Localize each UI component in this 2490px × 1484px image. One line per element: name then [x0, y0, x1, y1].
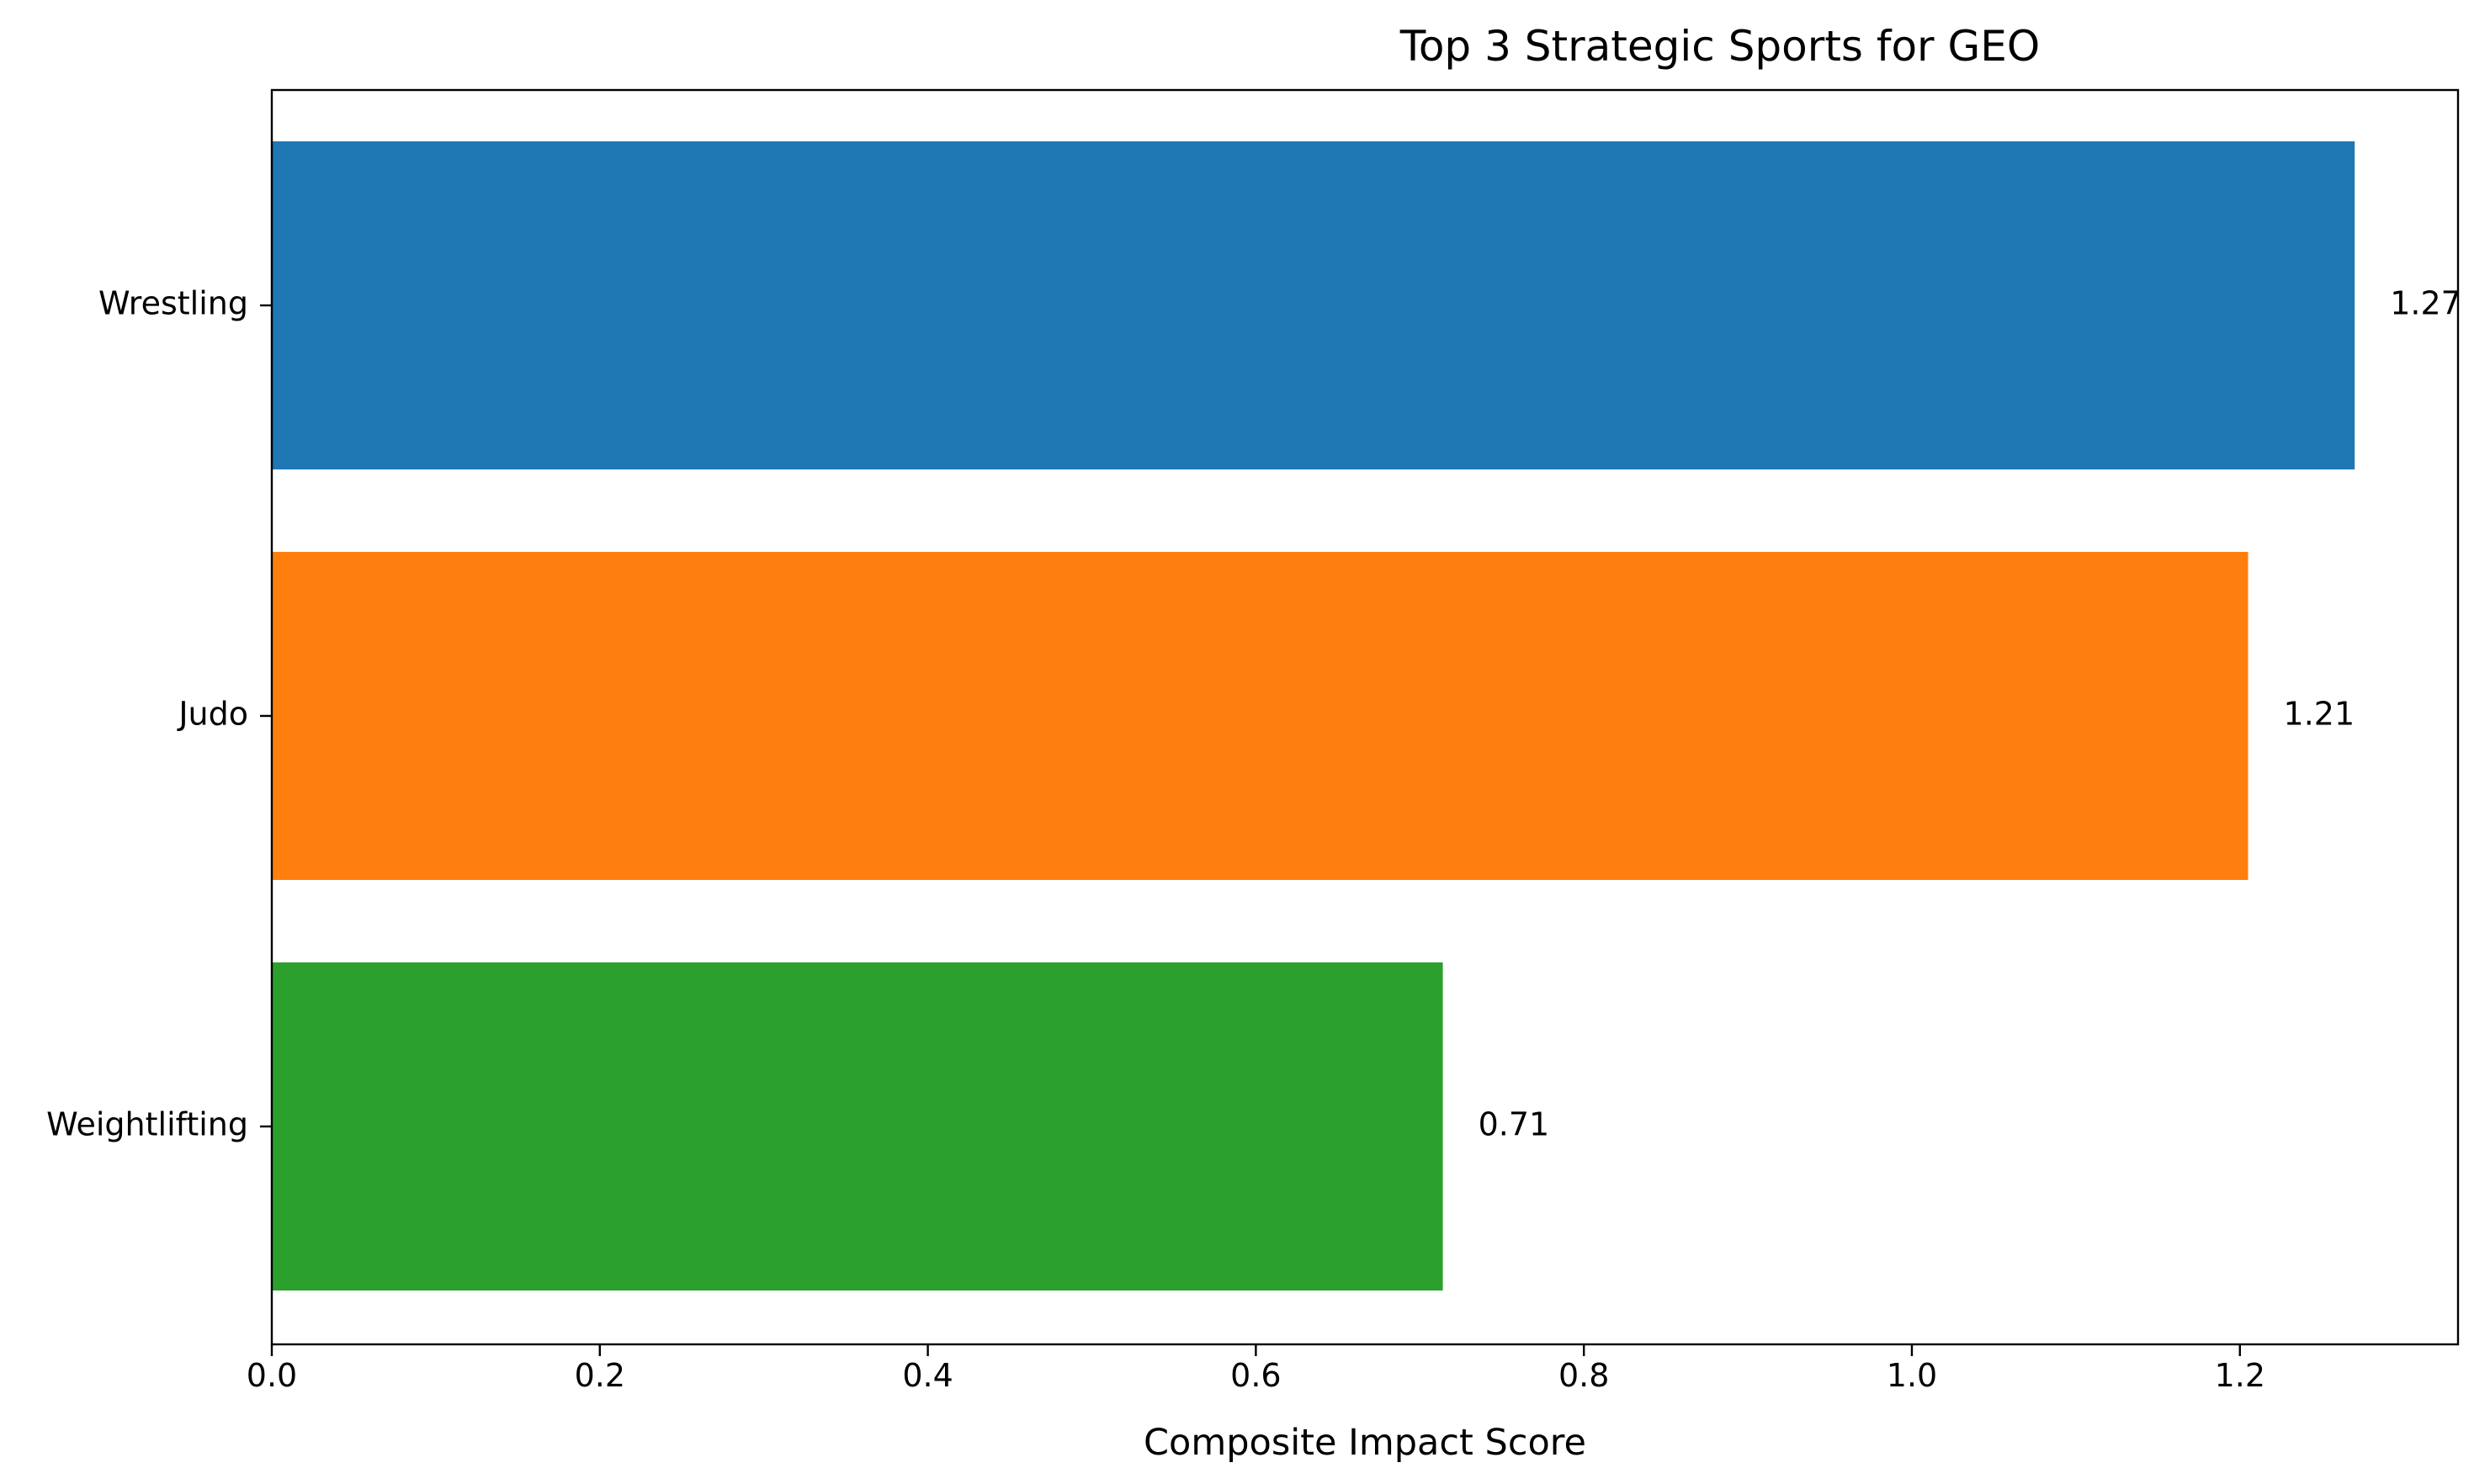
data-label-judo: 1.21: [2284, 696, 2355, 733]
x-axis: 0.0 0.2 0.4 0.6 0.8 1.0 1.2: [247, 1344, 2265, 1394]
x-tick-label: 1.0: [1887, 1357, 1937, 1394]
bars-layer: [272, 141, 2355, 1291]
x-tick-label: 0.6: [1230, 1357, 1281, 1394]
x-tick-label: 0.0: [247, 1357, 297, 1394]
y-axis: Wrestling Judo Weightlifting: [46, 285, 272, 1143]
y-tick-label-weightlifting: Weightlifting: [46, 1106, 248, 1143]
x-tick-label: 0.2: [575, 1357, 625, 1394]
bar-weightlifting: [272, 962, 1443, 1291]
y-tick-label-wrestling: Wrestling: [98, 285, 248, 322]
data-labels-layer: 1.27 1.21 0.71: [1479, 285, 2461, 1143]
y-tick-label-judo: Judo: [177, 696, 248, 733]
x-tick-label: 0.4: [902, 1357, 953, 1394]
x-tick-label: 1.2: [2215, 1357, 2265, 1394]
chart-title: Top 3 Strategic Sports for GEO: [1399, 22, 2040, 71]
x-axis-label: Composite Impact Score: [1144, 1422, 1586, 1464]
plot-frame: [270, 88, 2460, 1346]
x-tick-label: 0.8: [1558, 1357, 1609, 1394]
data-label-wrestling: 1.27: [2390, 285, 2461, 322]
bar-wrestling: [272, 141, 2355, 469]
data-label-weightlifting: 0.71: [1479, 1106, 1550, 1143]
bar-judo: [272, 552, 2248, 880]
